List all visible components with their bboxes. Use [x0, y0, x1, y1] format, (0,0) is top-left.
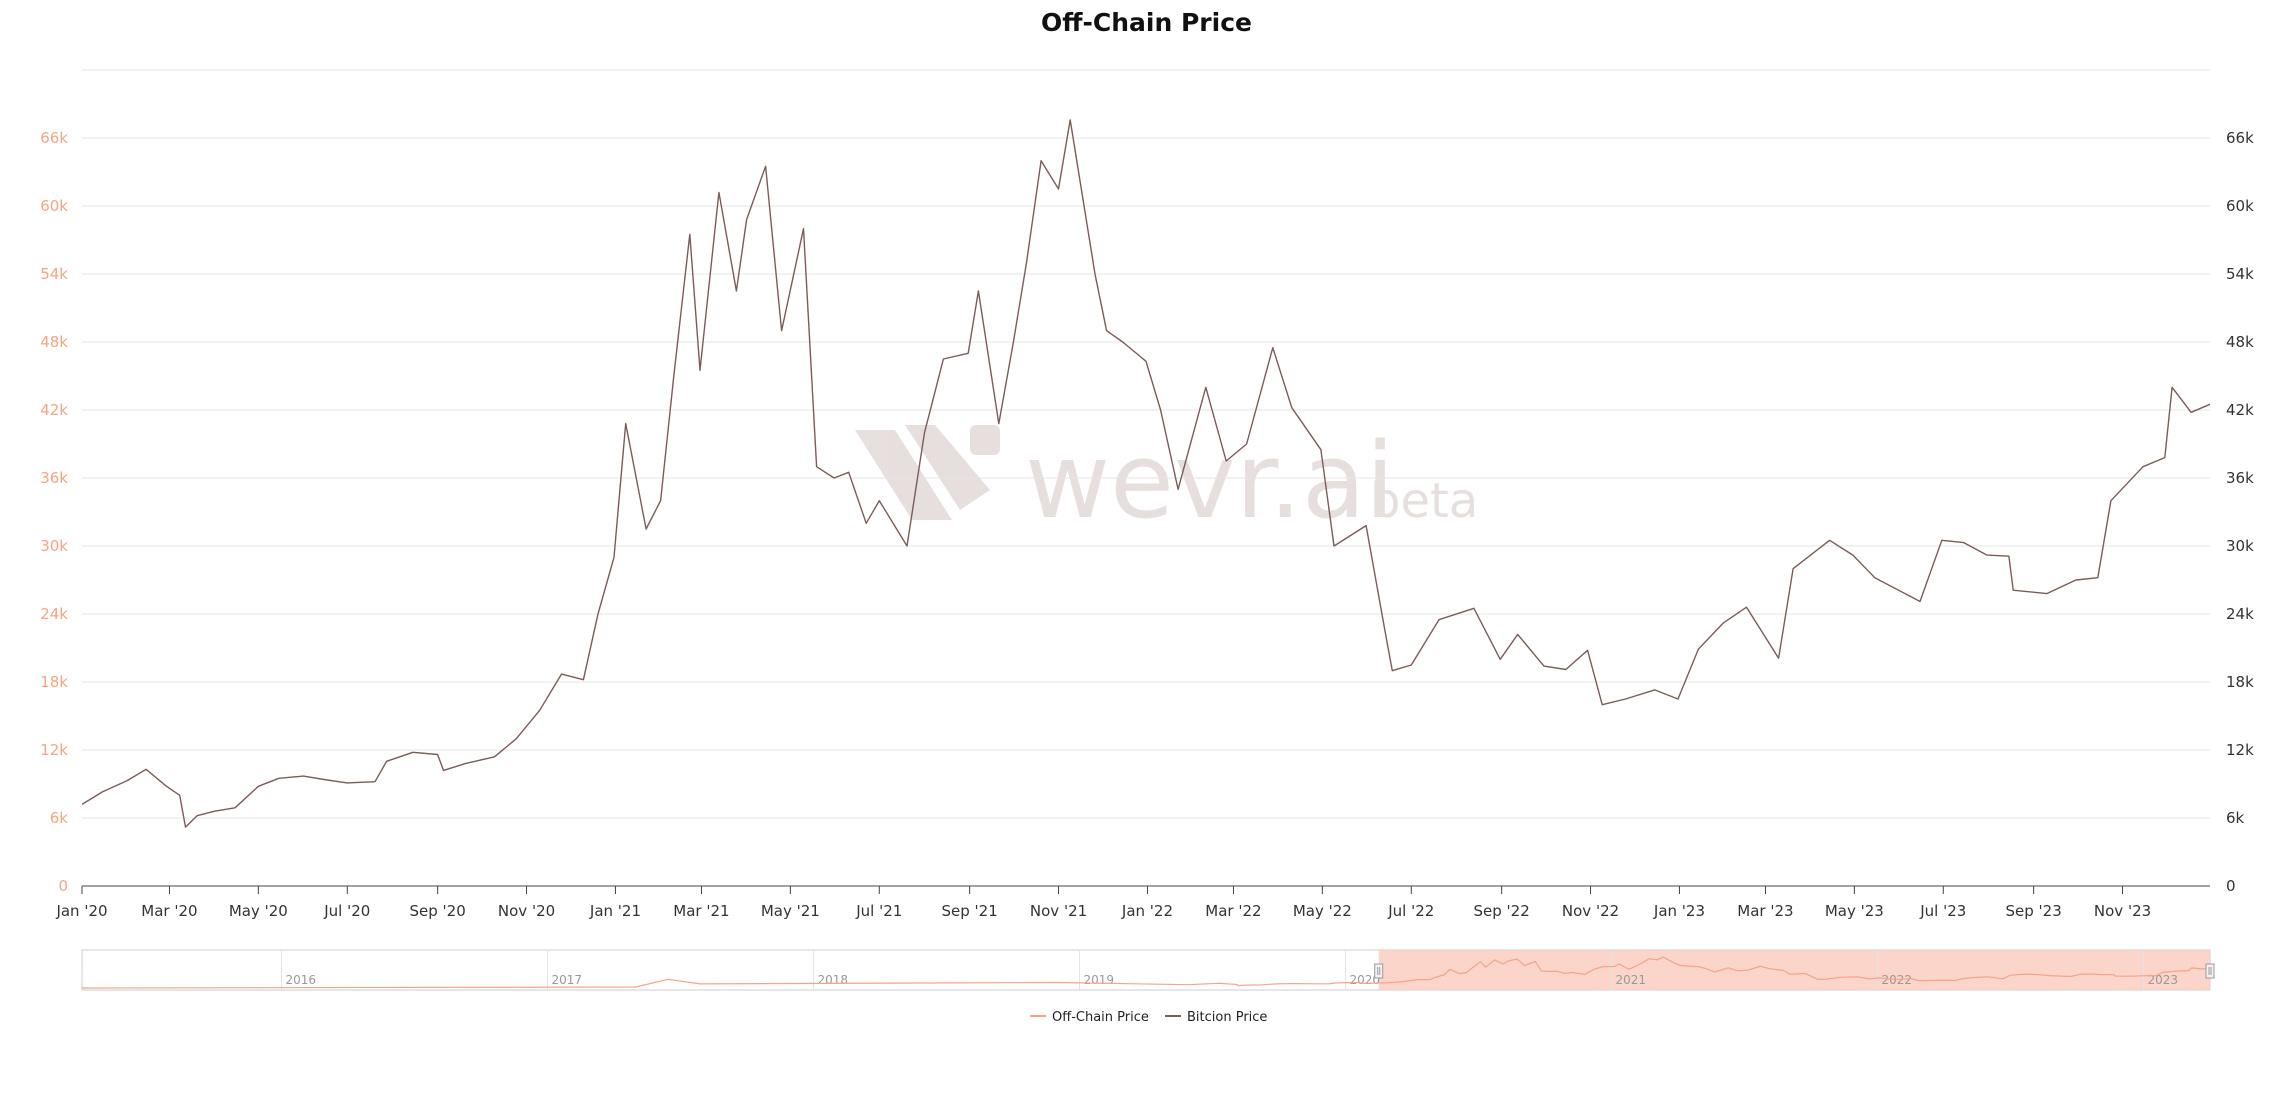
navigator-selected-range — [1378, 950, 2210, 990]
x-tick-label: Sep '22 — [1474, 902, 1530, 920]
axes: 0 6k 12k 18k 24k 30k 36k 42k 48k 54k 60k 66k 0 6k 12k 1… — [40, 129, 2254, 920]
y-left-tick-label: 54k — [40, 265, 68, 283]
y-right-tick-label: 12k — [2226, 741, 2254, 759]
y-right-tick-label: 30k — [2226, 537, 2254, 555]
y-left-tick-label: 36k — [40, 469, 68, 487]
navigator-year-label: 2016 — [286, 973, 317, 987]
x-tick-label: Jul '22 — [1387, 902, 1434, 920]
navigator-year-label: 2019 — [1084, 973, 1115, 987]
navigator-handle-grip — [1374, 963, 1384, 979]
y-left-tick-label: 6k — [50, 809, 69, 827]
x-tick-label: May '21 — [761, 902, 820, 920]
navigator-year-label: 2021 — [1616, 973, 1647, 987]
y-left-tick-label: 30k — [40, 537, 68, 555]
grid-lines — [82, 69, 2210, 819]
y-left-tick-label: 60k — [40, 197, 68, 215]
y-left-tick-label: 66k — [40, 129, 68, 147]
navigator-handle-grip — [2205, 963, 2215, 979]
x-tick-label: Mar '20 — [141, 902, 197, 920]
legend-item[interactable]: Off-Chain Price — [1030, 1010, 1149, 1025]
y-right-tick-label: 48k — [2226, 333, 2254, 351]
x-tick-label: Jan '23 — [1653, 902, 1705, 920]
x-tick-label: Mar '23 — [1737, 902, 1793, 920]
watermark-logo: wevr.ai beta — [855, 420, 1478, 542]
legend-label: Bitcion Price — [1187, 1010, 1267, 1025]
y-left-tick-label: 12k — [40, 741, 68, 759]
x-tick-label: Jan '21 — [589, 902, 641, 920]
x-tick-label: Sep '20 — [410, 902, 466, 920]
x-tick-label: Nov '20 — [498, 902, 555, 920]
navigator-right-handle[interactable] — [2205, 963, 2215, 979]
x-tick-label: Nov '23 — [2094, 902, 2151, 920]
x-tick-label: Sep '21 — [942, 902, 998, 920]
x-tick-label: May '23 — [1825, 902, 1884, 920]
y-left-tick-label: 42k — [40, 401, 68, 419]
y-left-tick-label: 48k — [40, 333, 68, 351]
y-left-tick-label: 18k — [40, 673, 68, 691]
navigator-year-label: 2017 — [552, 973, 583, 987]
watermark-brand: wevr.ai — [1025, 420, 1394, 542]
y-right-tick-label: 6k — [2226, 809, 2245, 827]
x-tick-label: Jul '20 — [323, 902, 370, 920]
y-left-tick-label: 24k — [40, 605, 68, 623]
x-tick-label: Jan '20 — [55, 902, 107, 920]
series-line-bitcion-price — [81, 119, 2211, 828]
legend-label: Off-Chain Price — [1052, 1010, 1149, 1025]
y-right-tick-label: 42k — [2226, 401, 2254, 419]
navigator-year-label: 2022 — [1882, 973, 1913, 987]
legend: Off-Chain Price Bitcion Price — [1030, 1010, 1267, 1025]
y-right-tick-label: 18k — [2226, 673, 2254, 691]
y-right-tick-label: 66k — [2226, 129, 2254, 147]
x-tick-label: May '20 — [229, 902, 288, 920]
y-right-tick-label: 60k — [2226, 197, 2254, 215]
x-tick-label: Nov '22 — [1562, 902, 1619, 920]
watermark-suffix: beta — [1370, 473, 1478, 529]
y-right-tick-label: 24k — [2226, 605, 2254, 623]
x-tick-label: Mar '21 — [673, 902, 729, 920]
legend-item[interactable]: Bitcion Price — [1165, 1010, 1267, 1025]
x-tick-label: May '22 — [1293, 902, 1352, 920]
x-tick-label: Mar '22 — [1205, 902, 1261, 920]
x-tick-label: Jul '21 — [855, 902, 902, 920]
y-left-tick-label: 0 — [58, 877, 68, 895]
navigator[interactable]: 2016 2017 2018 2019 2020 2021 2022 2023 — [81, 949, 2215, 991]
navigator-left-handle[interactable] — [1374, 963, 1384, 979]
x-tick-label: Jul '23 — [1919, 902, 1966, 920]
plot-area — [81, 119, 2211, 828]
navigator-series-line — [81, 956, 2211, 989]
x-tick-label: Jan '22 — [1121, 902, 1173, 920]
chart-title: Off-Chain Price — [1041, 8, 1252, 37]
x-tick-label: Sep '23 — [2006, 902, 2062, 920]
navigator-year-label: 2023 — [2148, 973, 2179, 987]
y-right-tick-label: 0 — [2226, 877, 2236, 895]
x-tick-label: Nov '21 — [1030, 902, 1087, 920]
navigator-year-label: 2018 — [818, 973, 849, 987]
y-right-tick-label: 36k — [2226, 469, 2254, 487]
y-right-tick-label: 54k — [2226, 265, 2254, 283]
